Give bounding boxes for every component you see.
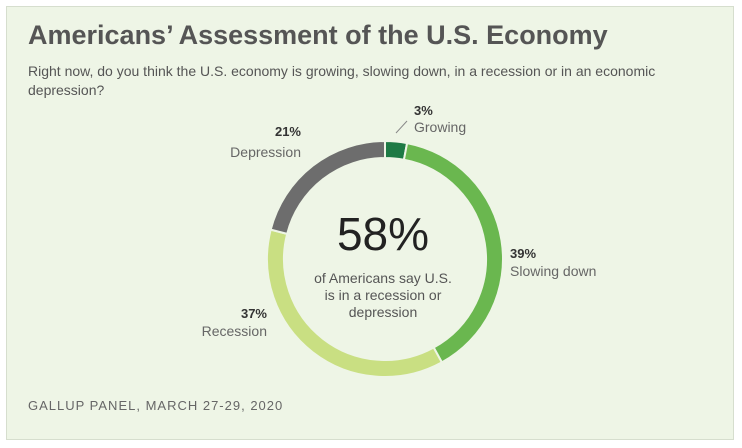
center-big-value: 58%	[337, 208, 429, 260]
chart-title: Americans’ Assessment of the U.S. Econom…	[28, 20, 608, 50]
slowing-down-percent-label: 39%	[510, 246, 536, 261]
depression-slice	[269, 139, 386, 236]
slowing-down-category-label: Slowing down	[510, 263, 596, 279]
depression-percent-label: 21%	[275, 124, 301, 139]
growing-leader-line	[395, 120, 408, 134]
recession-percent-label: 37%	[241, 306, 267, 321]
depression-category-label: Depression	[230, 144, 301, 160]
chart-subtitle: Right now, do you think the U.S. economy…	[28, 63, 656, 98]
donut-slices	[266, 139, 504, 378]
growing-category-label: Growing	[414, 119, 466, 135]
growing-percent-label: 3%	[414, 103, 433, 118]
center-text-line-2: is in a recession or	[325, 287, 442, 303]
source-footer: GALLUP PANEL, MARCH 27-29, 2020	[28, 398, 284, 413]
recession-category-label: Recession	[202, 323, 267, 339]
center-text-line-1: of Americans say U.S.	[314, 270, 452, 286]
center-text-line-3: depression	[349, 304, 418, 320]
